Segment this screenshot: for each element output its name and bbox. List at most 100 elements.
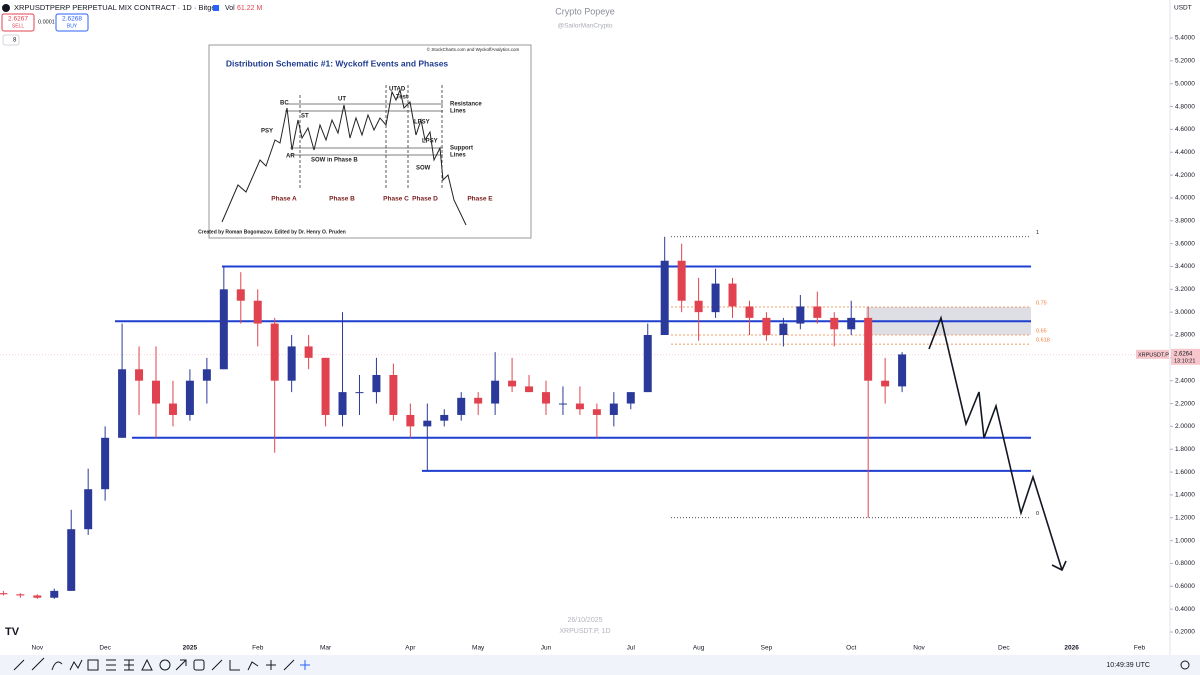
- tool-fib[interactable]: [106, 659, 116, 671]
- candle-body: [881, 380, 890, 387]
- symbol-title: XRPUSDTPERP PERPETUAL MIX CONTRACT · 1D …: [14, 3, 219, 12]
- candle-body: [33, 595, 42, 598]
- y-tick-label: 1.8000: [1175, 446, 1195, 453]
- tool-circle[interactable]: [159, 659, 171, 671]
- candle-body: [185, 380, 194, 415]
- candle-body: [236, 289, 245, 301]
- price-tag: [1171, 348, 1200, 365]
- toolbar: [0, 655, 1200, 675]
- y-tick-label: 4.6000: [1175, 126, 1195, 133]
- candle-body: [101, 437, 110, 490]
- tool-measure[interactable]: [211, 659, 223, 671]
- y-tick-label: 3.0000: [1175, 309, 1195, 316]
- candle-body: [796, 306, 805, 324]
- tool-crosshair[interactable]: [300, 660, 310, 670]
- fib-label: 0.75: [1036, 300, 1047, 306]
- watermark-symbol: XRPUSDT.P, 1D: [559, 628, 610, 635]
- tv-logo: TV: [5, 626, 20, 638]
- candle-body: [50, 590, 59, 598]
- tool-rect[interactable]: [87, 659, 99, 671]
- buy-button[interactable]: [55, 13, 89, 32]
- candle-body: [152, 380, 160, 404]
- candle-body: [287, 346, 296, 381]
- inset-event-label: AR: [286, 154, 295, 160]
- y-tick-label: 1.4000: [1175, 492, 1195, 499]
- tool-zigzag[interactable]: [69, 659, 83, 671]
- tool-trend[interactable]: [13, 659, 25, 671]
- candle-body: [67, 529, 76, 591]
- candle-body: [270, 323, 279, 381]
- inset-event-label: Lines: [450, 109, 466, 115]
- inset-phase-label: Phase E: [467, 196, 493, 203]
- candle-body: [677, 260, 686, 301]
- candle-body: [389, 374, 398, 415]
- projection-arrowhead: [1051, 560, 1067, 572]
- tool-gann[interactable]: [124, 659, 134, 671]
- tool-range[interactable]: [229, 660, 240, 671]
- y-tick-label: 3.6000: [1175, 240, 1195, 247]
- sell-label: SELL: [12, 23, 24, 29]
- x-tick-label: Sep: [761, 645, 773, 652]
- inset-event-label: LPSY: [422, 139, 438, 145]
- tool-arrow[interactable]: [175, 659, 187, 671]
- candle-body: [830, 317, 839, 330]
- inset-event-label: BC: [280, 101, 289, 107]
- price-tag-countdown: 13:10:21: [1174, 358, 1195, 364]
- inset-event-label: UTAD: [389, 87, 406, 93]
- candle-body: [898, 354, 907, 387]
- fib-label: 0: [1036, 511, 1039, 517]
- tool-pattern[interactable]: [141, 658, 153, 671]
- tool-text[interactable]: [193, 659, 205, 671]
- candle-body: [711, 283, 720, 313]
- symbol-tag-text: XRPUSDT.P: [1138, 352, 1169, 358]
- y-tick-label: 3.8000: [1175, 217, 1195, 224]
- tool-cross[interactable]: [266, 660, 276, 670]
- sell-button[interactable]: [1, 13, 35, 32]
- x-tick-label: Feb: [1134, 645, 1146, 652]
- currency[interactable]: USDT: [1174, 5, 1192, 12]
- inset-event-label: LPSY: [414, 120, 430, 126]
- candle-body: [728, 283, 737, 307]
- indicators-toggle[interactable]: [2, 34, 20, 46]
- y-tick-label: 3.4000: [1175, 263, 1195, 270]
- y-tick-label: 2.4000: [1175, 377, 1195, 384]
- y-tick-label: 1.6000: [1175, 469, 1195, 476]
- candle-body: [202, 369, 211, 381]
- y-tick-label: 4.4000: [1175, 149, 1195, 156]
- candle-body: [813, 306, 822, 318]
- candle-body: [440, 414, 449, 421]
- candle-body: [626, 392, 635, 404]
- exchange-icon: [213, 5, 219, 11]
- spread: 0.0001: [38, 19, 55, 25]
- candle-body: [338, 392, 347, 415]
- inset-frame: [208, 44, 532, 239]
- toolbar-icons: [13, 657, 310, 671]
- candle-body: [643, 335, 652, 393]
- candle-body: [406, 414, 415, 427]
- y-tick-label: 0.4000: [1175, 606, 1195, 613]
- x-tick-label: Jul: [627, 645, 636, 652]
- price-tag-value: 2.6264: [1174, 351, 1193, 357]
- handle: @SailorManCrypto: [557, 23, 612, 30]
- settings-icon[interactable]: [1180, 660, 1190, 670]
- x-tick-label: Dec: [99, 645, 111, 652]
- y-tick-label: 3.2000: [1175, 286, 1195, 293]
- tool-pen[interactable]: [283, 659, 295, 671]
- candle-body: [694, 300, 703, 313]
- y-tick-label: 0.6000: [1175, 583, 1195, 590]
- inset-title: Distribution Schematic #1: Wyckoff Event…: [226, 58, 449, 68]
- x-tick-label: Aug: [693, 645, 705, 652]
- candle-body: [219, 289, 228, 370]
- x-tick-label: Apr: [405, 645, 416, 652]
- tool-curve[interactable]: [51, 661, 63, 671]
- symbol-tag: [1136, 349, 1169, 359]
- inset-event-label: ST: [301, 114, 309, 120]
- candle-body: [592, 409, 601, 415]
- candle-body: [762, 317, 771, 335]
- tool-brush[interactable]: [247, 661, 259, 671]
- y-tick-label: 2.0000: [1175, 423, 1195, 430]
- y-tick-label: 4.2000: [1175, 172, 1195, 179]
- candle-body: [558, 403, 567, 405]
- tool-parallel[interactable]: [31, 657, 45, 671]
- inset-event-label: SOW: [416, 166, 431, 172]
